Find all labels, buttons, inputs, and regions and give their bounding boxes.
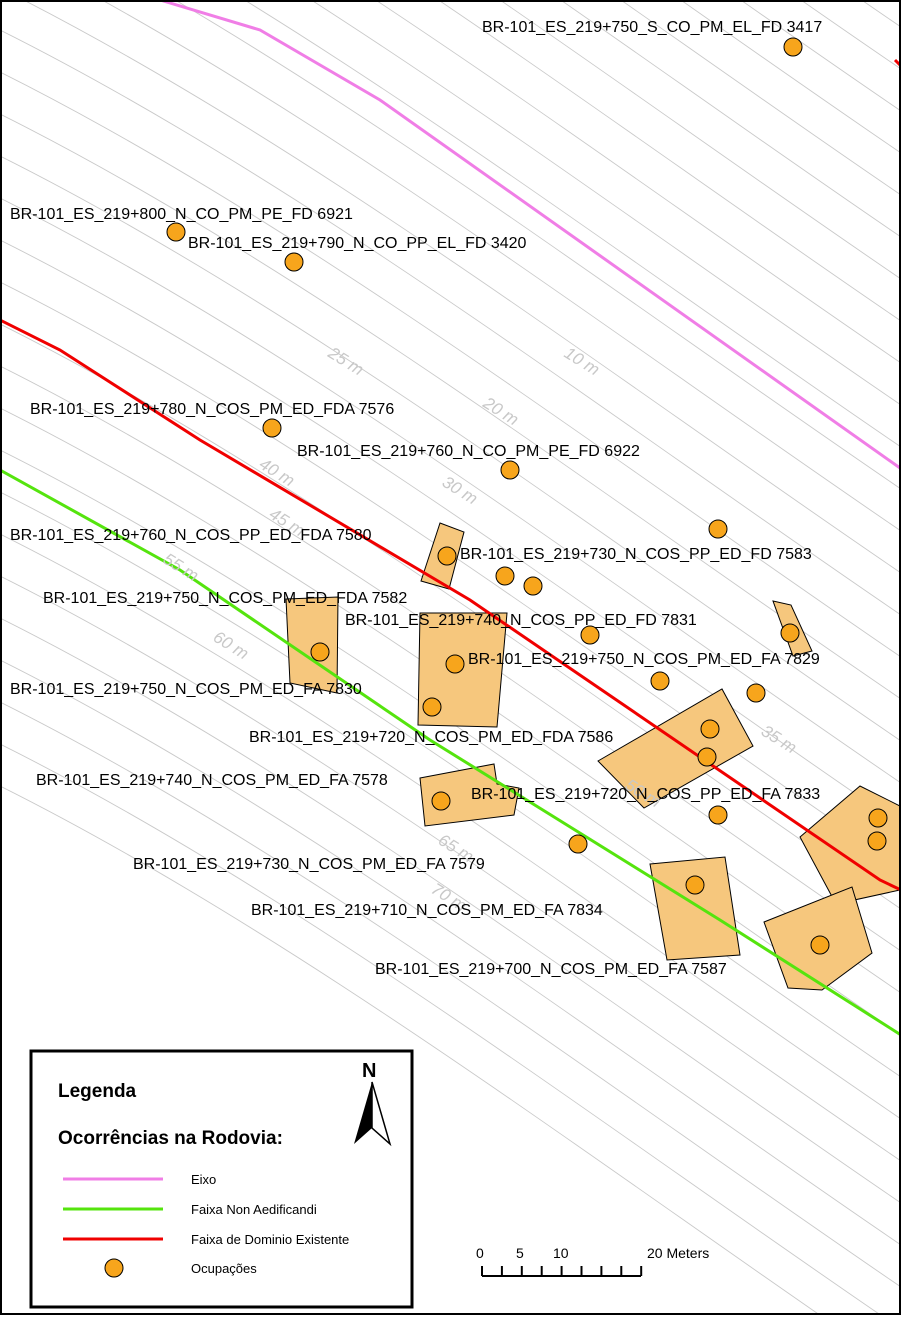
distance-contour-line bbox=[439, 1, 900, 321]
occurrence-label: BR-101_ES_219+750_N_COS_PM_ED_FA 7830 bbox=[10, 681, 362, 698]
occurrence-label: BR-101_ES_219+800_N_CO_PM_PE_FD 6921 bbox=[10, 206, 353, 223]
distance-contour-line bbox=[24, 1, 900, 573]
occupation-point[interactable] bbox=[580, 625, 600, 645]
parcel[interactable] bbox=[417, 612, 508, 728]
occurrence-label: BR-101_ES_219+750_S_CO_PM_EL_FD 3417 bbox=[482, 19, 822, 36]
legend-swatch-ocupacao bbox=[104, 1258, 124, 1278]
parcels bbox=[285, 522, 900, 991]
legend-title: Legenda bbox=[58, 1081, 137, 1102]
legend-item-label: Eixo bbox=[191, 1172, 216, 1187]
distance-contour-line bbox=[621, 1, 900, 195]
occurrence-label: BR-101_ES_219+710_N_COS_PM_ED_FA 7834 bbox=[251, 902, 603, 919]
occurrence-label: BR-101_ES_219+740_N_COS_PM_ED_FA 7578 bbox=[36, 772, 388, 789]
occurrence-label: BR-101_ES_219+750_N_COS_PM_ED_FA 7829 bbox=[468, 651, 820, 668]
non-aedificandi-line bbox=[1, 468, 900, 1037]
occupation-point[interactable] bbox=[310, 642, 330, 662]
scale-label: 5 bbox=[516, 1245, 524, 1261]
occupation-point[interactable] bbox=[437, 546, 457, 566]
occupation-point[interactable] bbox=[867, 831, 887, 851]
occurrence-points bbox=[166, 37, 888, 955]
distance-contour-line bbox=[1, 617, 900, 1203]
scale-label: 0 bbox=[476, 1245, 484, 1261]
distance-contour-line bbox=[102, 1, 900, 531]
distance-contour-line bbox=[500, 1, 900, 279]
scale-bar: 0 5 10 20 Meters bbox=[476, 1245, 709, 1277]
occurrence-label: BR-101_ES_219+740_N_COS_PP_ED_FD 7831 bbox=[345, 612, 697, 629]
eixo-line bbox=[159, 1, 900, 470]
occupation-point[interactable] bbox=[262, 418, 282, 438]
legend: Legenda Ocorrências na Rodovia: Eixo Fai… bbox=[29, 1049, 414, 1309]
parcel[interactable] bbox=[285, 596, 339, 694]
occurrence-label: BR-101_ES_219+750_N_COS_PM_ED_FDA 7582 bbox=[43, 590, 407, 607]
occupation-point[interactable] bbox=[685, 875, 705, 895]
occupation-point[interactable] bbox=[810, 935, 830, 955]
legend-item-label: Faixa Non Aedificandi bbox=[191, 1202, 317, 1217]
distance-contour-line bbox=[1, 785, 819, 1314]
occurrence-label: BR-101_ES_219+760_N_CO_PM_PE_FD 6922 bbox=[297, 443, 640, 460]
north-arrow-label: N bbox=[362, 1060, 376, 1082]
occupation-point[interactable] bbox=[868, 808, 888, 828]
occupation-point[interactable] bbox=[746, 683, 766, 703]
occupation-point[interactable] bbox=[783, 37, 803, 57]
distance-contour-line bbox=[1, 155, 900, 741]
occurrence-label: BR-101_ES_219+780_N_COS_PM_ED_FDA 7576 bbox=[30, 401, 394, 418]
parcel[interactable] bbox=[597, 688, 754, 809]
distance-contour-line bbox=[176, 1, 900, 489]
distance-contour-line bbox=[1, 197, 900, 783]
occupation-point[interactable] bbox=[700, 719, 720, 739]
distance-contour-line bbox=[1, 491, 900, 1077]
distance-contour-line bbox=[1, 575, 900, 1161]
parcel[interactable] bbox=[649, 856, 741, 961]
legend-subtitle: Ocorrências na Rodovia: bbox=[58, 1128, 283, 1149]
dominio-line bbox=[1, 318, 900, 892]
occupation-point[interactable] bbox=[431, 791, 451, 811]
occupation-point[interactable] bbox=[500, 460, 520, 480]
occupation-point[interactable] bbox=[708, 805, 728, 825]
north-arrow-icon: N bbox=[354, 1060, 392, 1147]
scale-label: 10 bbox=[553, 1245, 569, 1261]
legend-item-label: Faixa de Dominio Existente bbox=[191, 1232, 349, 1247]
scale-label: 20 Meters bbox=[647, 1245, 709, 1261]
occupation-point[interactable] bbox=[495, 566, 515, 586]
occupation-point[interactable] bbox=[523, 576, 543, 596]
distance-contour-line bbox=[561, 1, 900, 237]
occurrence-label: BR-101_ES_219+720_N_COS_PM_ED_FDA 7586 bbox=[249, 729, 613, 746]
distance-contour-line bbox=[1, 701, 900, 1287]
distance-contour-line bbox=[1, 239, 900, 825]
distance-contour-line bbox=[1, 71, 900, 657]
occupation-point[interactable] bbox=[422, 697, 442, 717]
distance-contour-line bbox=[1, 743, 880, 1314]
distance-contour-line bbox=[741, 1, 900, 111]
distance-contour-line bbox=[681, 1, 900, 153]
occurrence-label: BR-101_ES_219+760_N_COS_PP_ED_FDA 7580 bbox=[10, 527, 372, 544]
occurrence-label: BR-101_ES_219+700_N_COS_PM_ED_FA 7587 bbox=[375, 961, 727, 978]
occurrence-labels: BR-101_ES_219+750_S_CO_PM_EL_FD 3417 BR-… bbox=[10, 19, 822, 978]
distance-contour-line bbox=[376, 1, 900, 363]
occurrence-label: BR-101_ES_219+790_N_CO_PP_EL_FD 3420 bbox=[188, 235, 527, 252]
occurrence-label: BR-101_ES_219+720_N_COS_PP_ED_FA 7833 bbox=[471, 786, 820, 803]
occurrence-label: BR-101_ES_219+730_N_COS_PM_ED_FA 7579 bbox=[133, 856, 485, 873]
distance-contour-line bbox=[1, 29, 900, 615]
occupation-point[interactable] bbox=[445, 654, 465, 674]
distance-contour-line bbox=[1, 659, 900, 1245]
occupation-point[interactable] bbox=[708, 519, 728, 539]
distance-contour-line bbox=[1, 113, 900, 699]
occupation-point[interactable] bbox=[650, 671, 670, 691]
occupation-point[interactable] bbox=[780, 623, 800, 643]
legend-item-label: Ocupações bbox=[191, 1261, 257, 1276]
distance-contour-line bbox=[311, 1, 900, 405]
occurrence-label: BR-101_ES_219+730_N_COS_PP_ED_FD 7583 bbox=[460, 546, 812, 563]
occupation-point[interactable] bbox=[166, 222, 186, 242]
distance-contour-line bbox=[245, 1, 900, 447]
occupation-point[interactable] bbox=[284, 252, 304, 272]
dominio-line bbox=[893, 58, 900, 68]
occupation-point[interactable] bbox=[568, 834, 588, 854]
occupation-point[interactable] bbox=[697, 747, 717, 767]
